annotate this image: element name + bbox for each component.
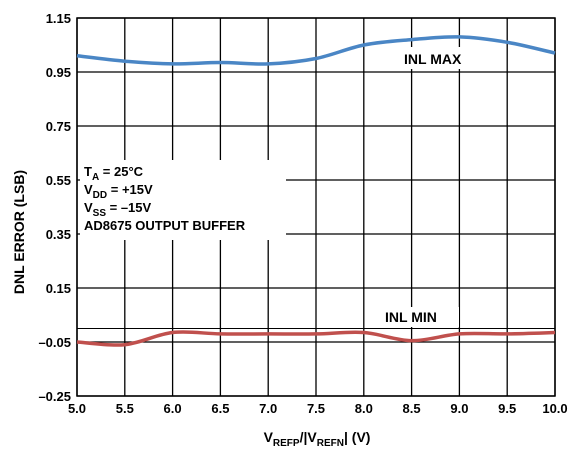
plot-frame <box>76 17 556 397</box>
inl-min-label-bg <box>379 307 459 327</box>
y-tick-label: 0.15 <box>46 281 71 296</box>
x-tick-label: 8.5 <box>403 401 421 416</box>
y-tick-label: 0.75 <box>46 119 71 134</box>
x-tick-label: 8.0 <box>355 401 373 416</box>
x-tick-label: 5.0 <box>68 401 86 416</box>
x-axis-title: VREFP/|VREFN| (V) <box>264 429 371 449</box>
grid <box>76 17 556 397</box>
annotation-line-3: VSS = –15V <box>84 200 152 219</box>
x-tick-label: 9.5 <box>498 401 516 416</box>
y-tick-label: 1.15 <box>46 11 71 26</box>
y-tick-label: –0.25 <box>38 389 71 404</box>
annotation-box <box>80 160 286 240</box>
y-tick-label: 0.55 <box>46 173 71 188</box>
tick-labels: 5.0 5.5 6.0 6.5 7.0 7.5 8.0 8.5 9.0 9.5 10.0 1.15 0.… <box>38 11 567 416</box>
series-label-inl-min: INL MIN <box>385 309 437 325</box>
x-tick-label: 7.5 <box>307 401 325 416</box>
y-axis-title: DNL ERROR (LSB) <box>11 170 27 294</box>
y-tick-label: 0.95 <box>46 65 71 80</box>
x-tick-label: 6.5 <box>211 401 229 416</box>
annotation-line-4: AD8675 OUTPUT BUFFER <box>84 218 246 233</box>
x-tick-label: 10.0 <box>542 401 567 416</box>
x-tick-label: 6.0 <box>164 401 182 416</box>
series-line-inl-max <box>76 35 556 66</box>
annotation-line-2: VDD = +15V <box>84 182 153 201</box>
series-layer <box>76 35 556 347</box>
series-label-inl-max: INL MAX <box>404 51 462 67</box>
annotation-line-1: TA = 25°C <box>84 164 144 183</box>
y-tick-label: 0.35 <box>46 227 71 242</box>
y-tick-label: –0.05 <box>38 335 71 350</box>
inl-max-label-bg <box>398 47 482 69</box>
x-tick-label: 9.0 <box>450 401 468 416</box>
x-tick-label: 7.0 <box>259 401 277 416</box>
series-line-inl-min <box>76 330 556 347</box>
x-tick-label: 5.5 <box>116 401 134 416</box>
